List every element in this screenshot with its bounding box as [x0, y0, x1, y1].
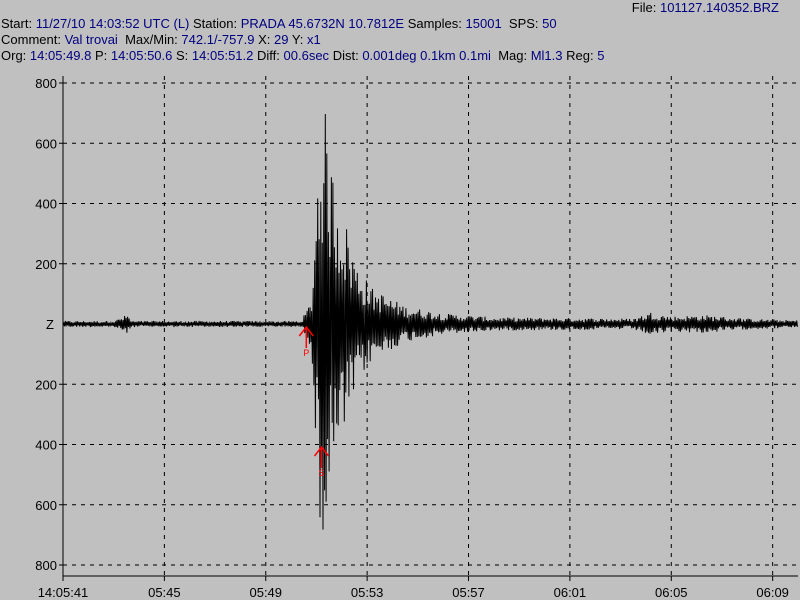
- comment-line: Comment: Val trovai Max/Min: 742.1/-757.…: [1, 32, 321, 48]
- diff-label: Diff:: [257, 48, 280, 63]
- x-tick-label: 05:45: [148, 585, 181, 600]
- pick-marker-p: P: [298, 325, 314, 358]
- dist-label: Dist:: [332, 48, 359, 63]
- channel-label: Z: [46, 317, 54, 332]
- file-label: File:: [631, 0, 657, 15]
- maxmin-value: 742.1/-757.9: [181, 32, 255, 47]
- reg-value: 5: [597, 48, 605, 63]
- x-tick-label: 06:05: [655, 585, 688, 600]
- start-label: Start:: [1, 16, 33, 31]
- pick-label: P: [303, 348, 309, 358]
- x-label: X:: [258, 32, 271, 47]
- y-tick-label: 400: [35, 197, 57, 212]
- diff-value: 00.6sec: [283, 48, 330, 63]
- y-label: Y:: [291, 32, 304, 47]
- x-tick-label: 05:49: [249, 585, 282, 600]
- x-tick-label: 06:01: [554, 585, 587, 600]
- samples-label: Samples:: [407, 16, 462, 31]
- pick-marker-s: S: [313, 445, 330, 478]
- mag-value: Ml1.3: [530, 48, 563, 63]
- s-value: 14:05:51.2: [191, 48, 254, 63]
- y-tick-label: 200: [35, 377, 57, 392]
- pick-label: S: [319, 468, 325, 478]
- reg-label: Reg:: [566, 48, 594, 63]
- y-tick-label: 800: [35, 558, 57, 573]
- start-value: 11/27/10 14:03:52 UTC (L): [35, 16, 190, 31]
- station-label: Station:: [193, 16, 238, 31]
- x-tick-label: 14:05:41: [38, 585, 89, 600]
- dist-value: 0.001deg 0.1km 0.1mi: [362, 48, 491, 63]
- y-tick-label: 800: [35, 76, 57, 91]
- origin-line: Org: 14:05:49.8 P: 14:05:50.6 S: 14:05:5…: [1, 48, 604, 64]
- y-tick-label: 400: [35, 438, 57, 453]
- samples-value: 15001: [465, 16, 502, 31]
- pick-arrow-head: [298, 325, 314, 337]
- p-label: P:: [95, 48, 108, 63]
- comment-label: Comment:: [1, 32, 61, 47]
- y-tick-label: 600: [35, 136, 57, 151]
- org-label: Org:: [1, 48, 27, 63]
- maxmin-label: Max/Min:: [125, 32, 178, 47]
- y-tick-label: 200: [35, 257, 57, 272]
- x-tick-label: 05:53: [351, 585, 384, 600]
- s-label: S:: [176, 48, 189, 63]
- org-value: 14:05:49.8: [29, 48, 92, 63]
- pick-arrow-head: [313, 445, 330, 457]
- waveform-trace: [62, 113, 798, 530]
- station-value: PRADA 45.6732N 10.7812E: [240, 16, 405, 31]
- mag-label: Mag:: [498, 48, 528, 63]
- comment-value: Val trovai: [64, 32, 118, 47]
- y-value: x1: [307, 32, 321, 47]
- sps-label: SPS:: [508, 16, 539, 31]
- file-value: 101127.140352.BRZ: [659, 0, 779, 15]
- x-tick-label: 05:57: [452, 585, 485, 600]
- file-line: File: 101127.140352.BRZ: [632, 0, 779, 16]
- sps-value: 50: [542, 16, 557, 31]
- p-value: 14:05:50.6: [110, 48, 173, 63]
- y-tick-label: 600: [35, 498, 57, 513]
- x-value: 29: [273, 32, 289, 47]
- x-tick-label: 06:09: [756, 585, 789, 600]
- start-line: Start: 11/27/10 14:03:52 UTC (L) Station…: [1, 16, 557, 32]
